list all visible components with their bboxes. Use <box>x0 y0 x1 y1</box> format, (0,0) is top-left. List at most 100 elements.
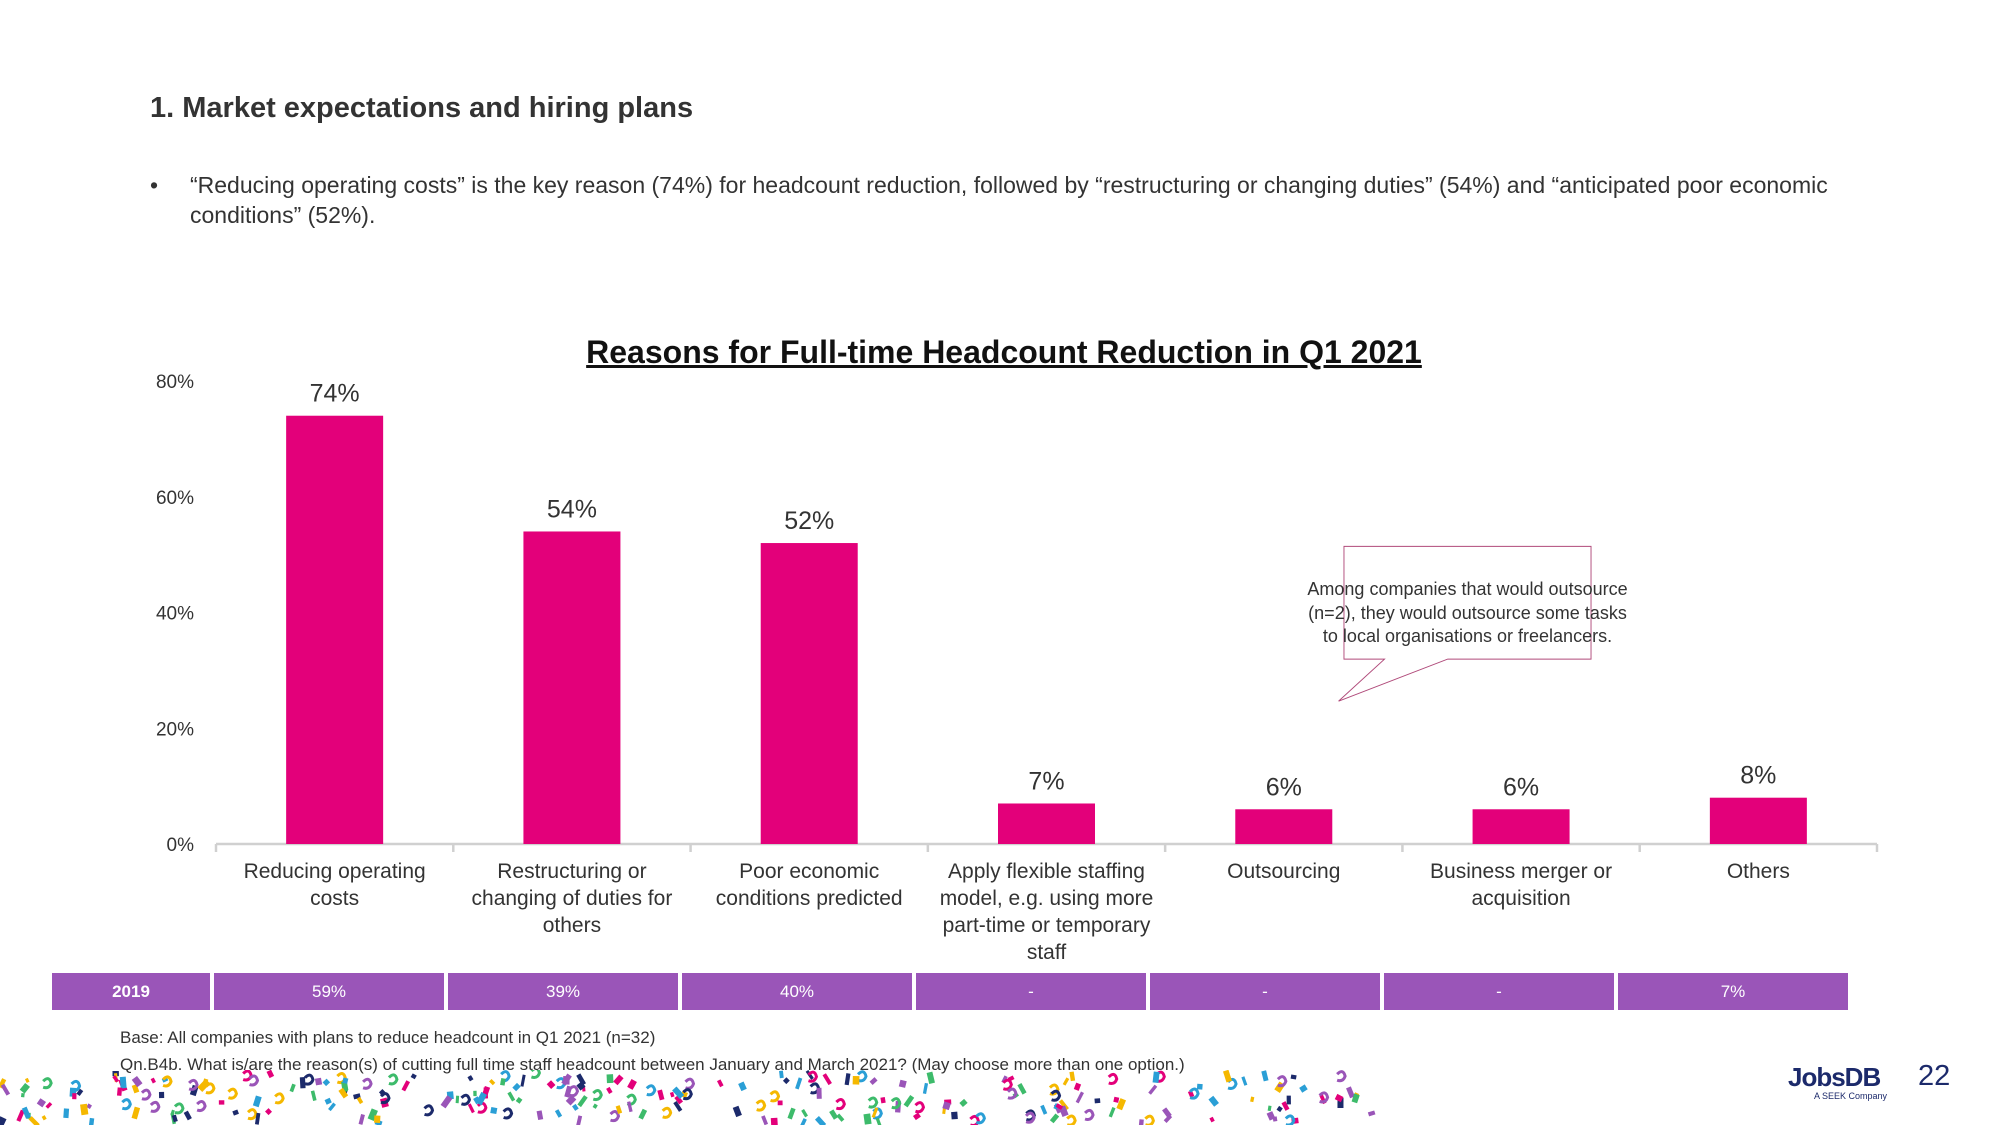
confetti-piece <box>41 1115 47 1121</box>
confetti-piece <box>1148 1084 1158 1095</box>
confetti-piece <box>328 1102 336 1112</box>
confetti-piece <box>520 1074 526 1087</box>
confetti-piece <box>890 1097 902 1110</box>
row-label-2019: 2019 <box>52 973 210 1010</box>
bar <box>1472 809 1570 844</box>
confetti-piece <box>782 1077 790 1085</box>
data-label: 6% <box>1503 773 1539 801</box>
confetti-piece <box>1017 1083 1027 1095</box>
logo-tagline: A SEEK Company <box>1814 1091 1888 1101</box>
confetti-piece <box>844 1073 851 1086</box>
confetti-piece <box>755 1099 767 1112</box>
confetti-piece <box>926 1071 935 1085</box>
confetti-piece <box>410 1073 417 1080</box>
data-label: 74% <box>310 380 360 408</box>
confetti-piece <box>738 1081 747 1092</box>
confetti-piece <box>1138 1119 1144 1125</box>
confetti-piece <box>140 1088 152 1101</box>
confetti-piece <box>1040 1104 1048 1115</box>
confetti-piece <box>196 1100 207 1113</box>
confetti-piece <box>161 1075 173 1088</box>
comparison-cell: - <box>1384 973 1614 1010</box>
confetti-piece <box>1189 1087 1200 1100</box>
confetti-piece <box>373 1115 381 1123</box>
confetti-piece <box>867 1096 879 1109</box>
confetti-piece <box>274 1092 285 1105</box>
confetti-piece <box>645 1084 657 1097</box>
confetti-piece <box>554 1109 563 1118</box>
confetti-piece <box>24 1077 30 1083</box>
confetti-piece <box>852 1075 860 1085</box>
confetti-piece <box>338 1087 349 1099</box>
confetti-piece <box>1113 1096 1120 1103</box>
confetti-piece <box>0 1116 7 1125</box>
confetti-piece <box>356 1096 364 1105</box>
confetti-piece <box>358 1114 365 1125</box>
confetti-piece <box>672 1086 685 1100</box>
confetti-piece <box>1334 1093 1344 1103</box>
comparison-cell: 39% <box>448 973 678 1010</box>
confetti-piece <box>565 1094 577 1106</box>
base-note: Base: All companies with plans to reduce… <box>120 1028 656 1047</box>
confetti-piece <box>1272 1116 1278 1122</box>
confetti-piece <box>912 1112 921 1121</box>
confetti-piece <box>173 1102 185 1115</box>
confetti-piece <box>1276 1075 1288 1088</box>
confetti-piece <box>467 1103 475 1114</box>
confetti-piece <box>568 1085 580 1098</box>
confetti-piece <box>770 1117 779 1125</box>
confetti-piece <box>856 1070 868 1083</box>
confetti-piece <box>807 1070 819 1083</box>
confetti-piece <box>1281 1101 1290 1111</box>
confetti-piece <box>502 1107 514 1120</box>
confetti-piece <box>572 1103 579 1111</box>
x-category-label: Restructuring or changing of duties for … <box>471 860 673 937</box>
confetti-piece <box>1058 1099 1069 1111</box>
confetti-piece <box>609 1110 621 1123</box>
confetti-piece <box>1351 1093 1360 1104</box>
confetti-piece <box>536 1110 544 1121</box>
confetti-piece <box>20 1092 25 1098</box>
confetti-piece <box>787 1107 796 1120</box>
confetti-piece <box>112 1075 120 1083</box>
data-label: 54% <box>547 495 597 523</box>
confetti-piece <box>822 1073 832 1086</box>
confetti-piece <box>669 1091 675 1098</box>
confetti-piece <box>661 1106 673 1119</box>
confetti-piece <box>546 1080 556 1090</box>
confetti-piece <box>1284 1114 1296 1125</box>
confetti-piece <box>1050 1089 1062 1102</box>
bullet-symbol: • <box>150 172 159 198</box>
confetti-piece <box>467 1075 474 1082</box>
confetti-piece <box>1187 1090 1195 1098</box>
confetti-piece <box>72 1093 77 1100</box>
bar <box>523 531 621 844</box>
confetti-piece <box>150 1077 156 1084</box>
x-category-label: Apply flexible staffing model, e.g. usin… <box>939 860 1154 964</box>
confetti-piece <box>615 1105 623 1114</box>
confetti-piece <box>1108 1106 1116 1118</box>
confetti-piece <box>1209 1116 1215 1123</box>
confetti-piece <box>1002 1078 1013 1091</box>
confetti-piece <box>1069 1071 1076 1082</box>
confetti-piece <box>1267 1105 1272 1112</box>
confetti-piece <box>1290 1074 1297 1080</box>
confetti-piece <box>1094 1098 1101 1104</box>
data-label: 52% <box>784 507 834 535</box>
confetti-piece <box>475 1091 487 1106</box>
comparison-cell: - <box>1150 973 1380 1010</box>
confetti-piece <box>489 1079 496 1086</box>
confetti-piece <box>1286 1095 1291 1105</box>
confetti-piece <box>1241 1076 1248 1086</box>
confetti-piece <box>45 1101 53 1109</box>
confetti-piece <box>248 1074 260 1087</box>
confetti-piece <box>1208 1095 1219 1107</box>
confetti-piece <box>592 1088 603 1102</box>
confetti-piece <box>1318 1091 1330 1104</box>
confetti-piece <box>324 1097 332 1105</box>
confetti-piece <box>42 1077 53 1090</box>
confetti-piece <box>863 1113 872 1125</box>
confetti-piece <box>36 1098 47 1108</box>
confetti-piece <box>1062 1077 1070 1086</box>
confetti-piece <box>575 1115 583 1125</box>
